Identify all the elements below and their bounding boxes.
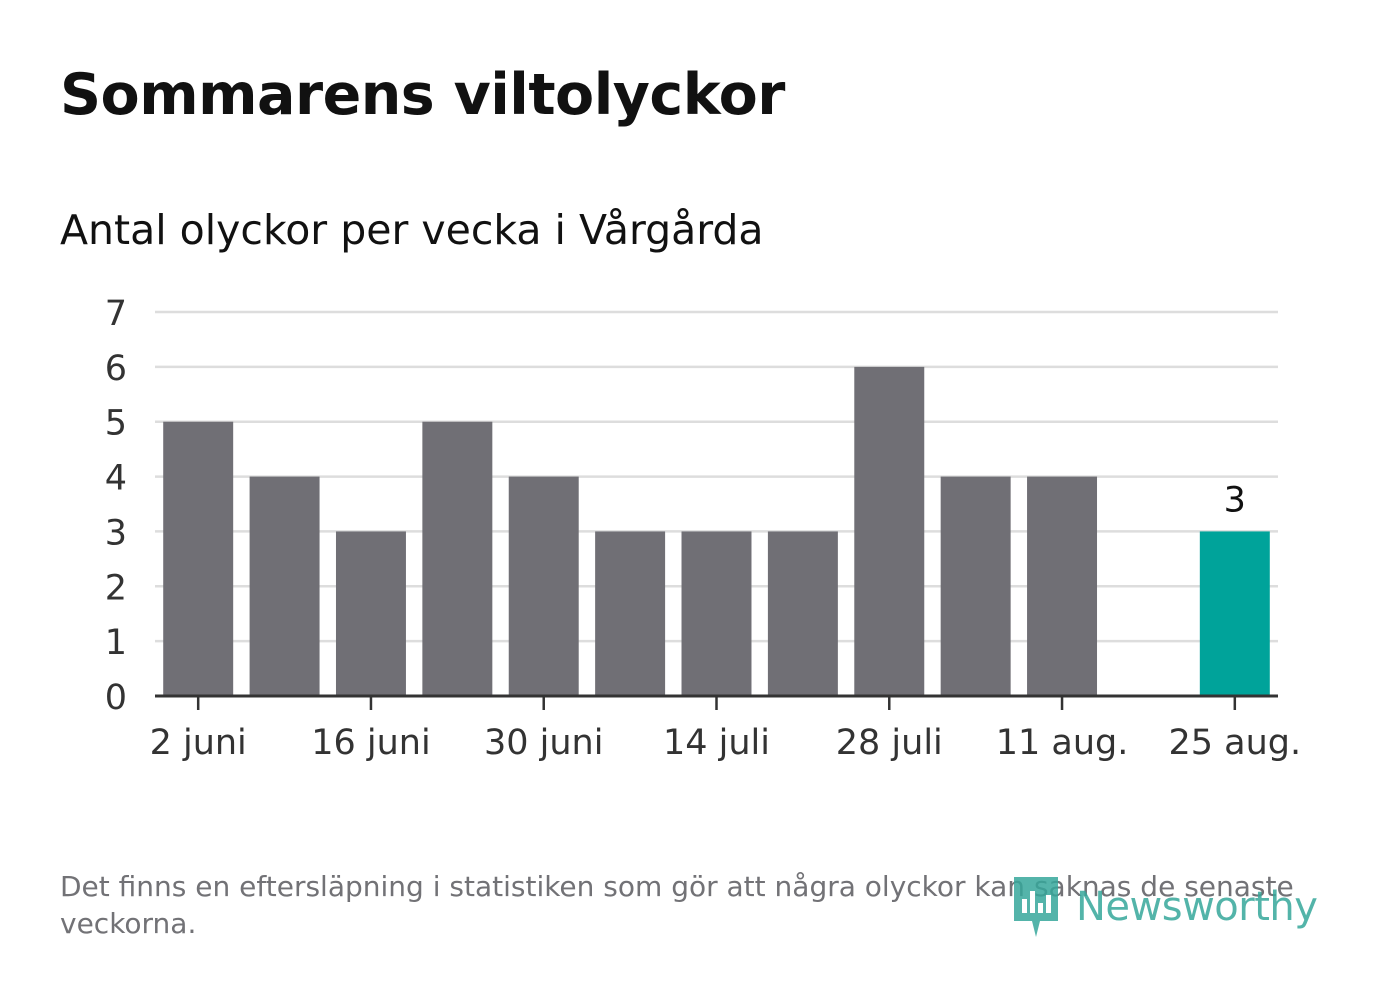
y-tick-label: 7: [105, 294, 127, 334]
bar-highlight: [1199, 531, 1270, 696]
x-tick-label: 11 aug.: [996, 723, 1129, 763]
y-tick-label: 2: [105, 568, 127, 608]
bars: [163, 366, 1270, 696]
data-label: 3: [1224, 480, 1246, 520]
bar: [940, 476, 1011, 696]
y-tick-label: 0: [105, 678, 127, 718]
x-tick-label: 28 juli: [836, 723, 943, 763]
chart-subtitle: Antal olyckor per vecka i Vårgårda: [60, 206, 764, 254]
y-tick-label: 6: [105, 349, 127, 389]
bar: [1027, 476, 1098, 696]
newsworthy-logo-icon: [1014, 877, 1058, 937]
x-tick-label: 16 juni: [311, 723, 430, 763]
brand-logo: Newsworthy: [1010, 872, 1318, 942]
x-tick-label: 14 juli: [663, 723, 770, 763]
y-tick-label: 3: [105, 513, 127, 553]
bar: [249, 476, 320, 696]
labels: 0 1 2 3 4 5 6 7 2 juni 16 juni 30 juni 14 juli 28 ju…: [105, 294, 1301, 763]
bar: [163, 421, 234, 696]
y-tick-label: 5: [105, 404, 127, 444]
bar: [767, 531, 838, 696]
bar: [681, 531, 752, 696]
x-tick-label: 30 juni: [484, 723, 603, 763]
bar: [595, 531, 666, 696]
y-tick-label: 4: [105, 459, 127, 499]
bar: [508, 476, 579, 696]
x-tick-label: 25 aug.: [1168, 723, 1301, 763]
bar: [422, 421, 493, 696]
y-tick-label: 1: [105, 623, 127, 663]
x-tick-label: 2 juni: [150, 723, 247, 763]
axes: [155, 694, 1278, 710]
brand-name: Newsworthy: [1076, 884, 1318, 930]
chart-title: Sommarens viltolyckor: [60, 62, 785, 128]
bar: [335, 531, 406, 696]
bar-chart: 0 1 2 3 4 5 6 7 2 juni 16 juni 30 juni 14 juli 28 ju…: [105, 294, 1301, 763]
footnote: Det finns en eftersläpning i statistiken…: [60, 870, 1294, 940]
bar: [854, 366, 925, 696]
